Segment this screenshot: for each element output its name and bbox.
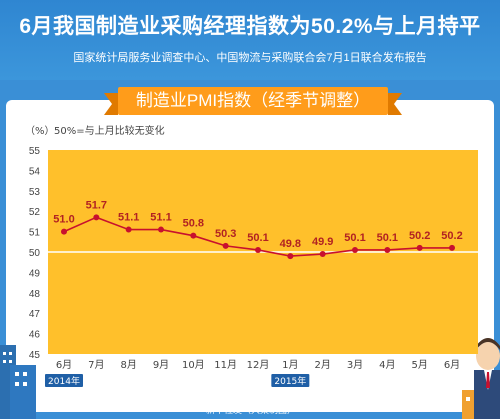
x-tick-label: 8月 <box>120 359 136 371</box>
year-tag-background <box>271 374 310 387</box>
year-tag-label: 2014年 <box>48 375 80 387</box>
data-point <box>125 226 132 233</box>
x-tick-label: 10月 <box>182 359 205 371</box>
data-label: 49.9 <box>312 236 333 248</box>
y-tick-label: 54 <box>29 166 41 177</box>
x-tick-label: 3月 <box>347 359 363 371</box>
x-tick-label: 6月 <box>56 359 72 371</box>
x-tick-label: 12月 <box>247 359 270 371</box>
data-point <box>319 251 326 258</box>
y-tick-label: 51 <box>29 228 41 239</box>
data-label: 50.1 <box>247 232 268 244</box>
x-tick-label: 6月 <box>444 359 460 371</box>
data-label: 49.8 <box>280 238 301 250</box>
x-tick-label: 11月 <box>214 359 237 371</box>
data-point <box>158 226 164 233</box>
chart-title: 制造业PMI指数（经季节调整） <box>104 87 402 115</box>
year-tag-label: 2015年 <box>274 375 306 387</box>
y-tick-label: 47 <box>29 309 41 320</box>
y-tick-label: 45 <box>29 350 41 361</box>
data-label: 50.1 <box>377 232 398 244</box>
footer-credit: 新华社发（大巢制图） <box>206 405 297 415</box>
x-tick-label: 9月 <box>153 359 169 371</box>
xinhua-logo-icon <box>196 404 204 412</box>
y-tick-label: 49 <box>29 268 41 279</box>
x-tick-label: 2月 <box>314 359 330 371</box>
businessman-icon <box>462 338 500 419</box>
y-tick-label: 46 <box>29 330 41 341</box>
data-point <box>352 246 358 253</box>
data-label: 50.8 <box>183 218 204 230</box>
data-point <box>287 253 294 260</box>
y-axis-label: （%） <box>25 125 55 137</box>
data-point <box>61 228 67 235</box>
data-label: 51.7 <box>86 199 107 211</box>
y-tick-label: 48 <box>29 289 41 300</box>
data-point <box>416 244 423 251</box>
data-label: 50.3 <box>215 228 236 240</box>
header-banner: 6月我国制造业采购经理指数为50.2%与上月持平 国家统计局服务业调查中心、中国… <box>0 0 500 80</box>
data-point <box>222 242 229 249</box>
factory-buildings-icon <box>0 345 36 419</box>
data-label: 51.1 <box>118 212 139 224</box>
data-point <box>449 244 455 251</box>
data-point <box>384 246 391 253</box>
x-tick-label: 1月 <box>282 359 298 371</box>
data-label: 50.2 <box>441 230 462 242</box>
x-tick-label: 7月 <box>88 359 104 371</box>
year-tag-background <box>45 374 83 387</box>
data-label: 51.1 <box>150 212 171 224</box>
reference-note: 50%=与上月比较无变化 <box>54 124 165 137</box>
data-label: 51.0 <box>53 214 74 226</box>
page-subtitle: 国家统计局服务业调查中心、中国物流与采购联合会7月1日联合发布报告 <box>73 52 427 64</box>
y-tick-label: 52 <box>29 207 41 218</box>
data-label: 50.2 <box>409 230 430 242</box>
data-point <box>255 246 261 253</box>
x-tick-label: 4月 <box>379 359 395 371</box>
y-tick-label: 53 <box>29 187 41 198</box>
page-title: 6月我国制造业采购经理指数为50.2%与上月持平 <box>19 15 481 38</box>
data-label: 50.1 <box>344 232 365 244</box>
data-point <box>190 232 197 239</box>
data-point <box>93 214 100 221</box>
x-tick-label: 5月 <box>411 359 427 371</box>
y-tick-label: 55 <box>29 146 41 157</box>
y-tick-label: 50 <box>29 248 41 259</box>
